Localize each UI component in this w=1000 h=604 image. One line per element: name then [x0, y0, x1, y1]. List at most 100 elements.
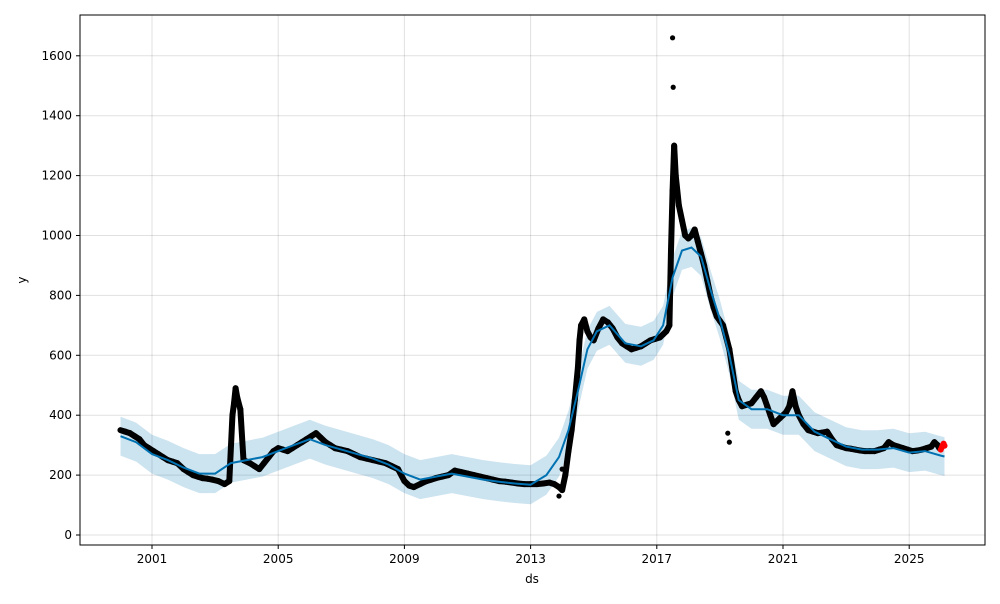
observed-point [261, 460, 267, 466]
observed-point [256, 466, 262, 472]
observed-point [576, 337, 583, 343]
observed-point [464, 471, 471, 477]
observed-point [562, 472, 568, 478]
uncertainty-interval [120, 228, 945, 505]
observed-point [767, 412, 773, 418]
observed-point [624, 343, 630, 349]
observed-point [226, 478, 232, 484]
observed-point [209, 476, 215, 483]
observed-segment [571, 364, 581, 404]
observed-point [739, 403, 745, 409]
observed-point [890, 442, 897, 448]
observed-point [559, 487, 565, 493]
y-axis-label: y [15, 276, 29, 283]
observed-segment [574, 337, 583, 371]
y-tick-label: 1000 [41, 229, 72, 243]
x-tick-label: 2013 [515, 552, 546, 566]
observed-point [605, 319, 611, 325]
observed-point [190, 472, 196, 478]
observed-point [758, 388, 764, 394]
observed-point [237, 406, 243, 412]
observed-point [786, 403, 792, 409]
observed-point [313, 430, 319, 436]
y-tick-label: 200 [49, 468, 72, 482]
observed-point [789, 388, 796, 394]
observed-point [150, 448, 157, 454]
y-tick-label: 800 [49, 288, 72, 302]
observed-point [458, 469, 464, 475]
observed-point [695, 238, 701, 245]
observed-point [928, 444, 934, 450]
y-tick-label: 600 [49, 348, 72, 362]
observed-point [726, 439, 732, 445]
observed-point [322, 439, 329, 445]
observed-point [676, 202, 682, 209]
observed-point [551, 481, 557, 487]
observed-point [668, 247, 674, 254]
observed-point [569, 427, 575, 433]
observed-point [417, 481, 423, 487]
observed-point [783, 409, 789, 415]
observed-point [411, 484, 417, 490]
observed-segment [562, 448, 572, 479]
y-tick-label: 400 [49, 408, 72, 422]
observed-point [761, 394, 767, 400]
observed-point [215, 478, 221, 484]
observed-point [401, 478, 407, 484]
observed-point [764, 403, 770, 409]
observed-point [725, 430, 731, 436]
observed-point [753, 394, 759, 400]
y-tick-label: 1600 [41, 49, 72, 63]
observed-point [204, 476, 210, 482]
observed-point [195, 473, 201, 480]
observed-point [886, 439, 892, 445]
plot-frame [79, 14, 986, 546]
observed-point [199, 475, 206, 481]
observed-point [471, 472, 477, 478]
observed-point [923, 445, 930, 451]
observed-point [122, 429, 128, 435]
x-axis-label: ds [525, 572, 539, 586]
observed-point [247, 460, 253, 466]
observed-point [581, 316, 587, 322]
observed-point [559, 466, 565, 472]
observed-point [895, 444, 901, 450]
observed-point [546, 479, 553, 486]
observed-point [600, 316, 606, 322]
observed-segment [671, 142, 679, 179]
new-point [941, 442, 948, 449]
observed-point [275, 445, 281, 451]
x-tick-label: 2025 [894, 552, 925, 566]
observed-point [540, 480, 546, 487]
observed-point [308, 433, 314, 439]
x-tick-label: 2001 [137, 552, 168, 566]
observed-segment [672, 172, 682, 209]
observed-point [452, 468, 458, 474]
x-tick-label: 2017 [642, 552, 673, 566]
y-tick-label: 0 [64, 528, 72, 542]
observed-point [578, 322, 584, 328]
observed-point [231, 400, 237, 406]
observed-point [793, 403, 799, 409]
observed-point [117, 427, 124, 433]
observed-point [824, 429, 830, 435]
x-tick-label: 2021 [768, 552, 799, 566]
axis-ticks: 2001 2005 2009 2013 2017 2021 2025 0 200 400 600 80… [41, 49, 924, 566]
observed-segment [226, 412, 236, 485]
observed-point [670, 84, 676, 90]
new-points [937, 440, 948, 453]
observed-point [251, 463, 258, 469]
observed-point [556, 493, 562, 499]
observed-point [132, 433, 138, 439]
observed-point [221, 481, 228, 487]
observed-point [628, 346, 635, 352]
observed-point [666, 322, 673, 328]
observed-point [688, 232, 695, 239]
x-tick-label: 2005 [263, 552, 294, 566]
observed-point [671, 143, 677, 149]
observed-point [669, 187, 676, 194]
observed-point [127, 430, 133, 436]
observed-segment [667, 187, 676, 254]
